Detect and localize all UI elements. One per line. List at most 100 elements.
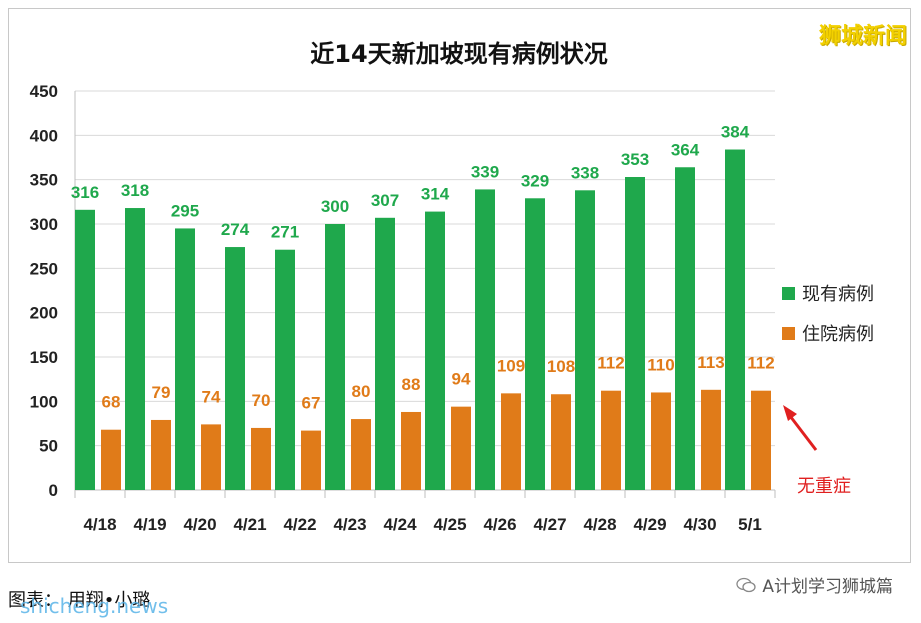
bar-hospital [151,419,171,490]
bar-current [275,249,295,490]
y-tick-label: 0 [49,481,58,500]
y-tick-label: 300 [30,215,58,234]
x-tick-label: 4/24 [383,515,417,534]
bar-current [475,189,495,491]
x-tick-label: 4/22 [283,515,316,534]
bar-current [725,149,745,490]
x-tick-label: 5/1 [738,515,762,534]
data-label-hospital: 80 [352,382,371,401]
bar-hospital [101,429,121,490]
x-tick-label: 4/18 [83,515,116,534]
y-tick-label: 200 [30,304,58,323]
data-label-current: 364 [671,140,700,159]
chart-title: 近14天新加坡现有病例状况 [310,40,607,68]
data-label-hospital: 112 [747,354,774,373]
x-tick-label: 4/23 [333,515,366,534]
bar-current [625,177,645,491]
bar-hospital [451,406,471,490]
bar-hospital [551,394,571,490]
data-label-current: 295 [171,201,199,220]
legend-swatch [782,327,795,340]
data-label-current: 274 [221,220,250,239]
y-tick-label: 50 [39,437,58,456]
data-label-current: 314 [421,185,450,204]
data-label-hospital: 68 [102,393,121,412]
data-label-current: 271 [271,223,299,242]
annotation-arrow-head [783,405,797,421]
data-label-hospital: 79 [152,383,171,402]
y-tick-label: 250 [30,259,58,278]
y-axis: 0 50 100 150 200 250 300 350 400 450 [30,82,58,500]
bar-current [125,208,145,491]
annotation-text: 无重症 [797,476,851,497]
watermark-logo: 狮城新闻 [818,24,907,49]
bar-hospital [301,430,321,490]
y-tick-label: 100 [30,392,58,411]
bar-current [425,211,445,490]
bar-hospital [201,424,221,490]
data-label-hospital: 88 [402,375,421,394]
data-label-current: 338 [571,163,599,182]
data-label-hospital: 112 [597,354,624,373]
y-tick-label: 150 [30,348,58,367]
y-tick-label: 450 [30,82,58,101]
x-tick-label: 4/21 [233,515,266,534]
bars [75,149,771,491]
x-tick-label: 4/27 [533,515,566,534]
bar-hospital [501,393,521,490]
data-label-current: 318 [121,181,149,200]
bar-current [225,247,245,490]
x-axis: 4/18 4/19 4/20 4/21 4/22 4/23 4/24 4/25 4/26 4/27… [74,490,776,534]
x-tick-label: 4/28 [583,515,616,534]
data-label-hospital: 70 [252,391,271,410]
data-label-current: 307 [371,191,399,210]
data-label-hospital: 67 [302,394,321,413]
bar-hospital [601,390,621,490]
caption-watermark: shicheng.news [20,594,169,618]
y-tick-label: 400 [30,126,58,145]
wechat-icon [736,577,757,592]
bar-current [325,224,345,490]
legend-label: 现有病例 [802,284,874,305]
bar-hospital [701,389,721,490]
data-label-hospital: 108 [547,357,575,376]
brand-label: A计划学习狮城篇 [736,572,893,597]
x-tick-label: 4/20 [183,515,216,534]
data-label-current: 300 [321,197,349,216]
bar-hospital [651,392,671,490]
bar-hospital [351,419,371,490]
data-label-current: 339 [471,162,499,181]
legend-swatch [782,287,795,300]
x-tick-label: 4/19 [133,515,166,534]
data-label-hospital: 74 [202,387,221,406]
x-tick-label: 4/29 [633,515,666,534]
y-tick-label: 350 [30,171,58,190]
bar-hospital [251,427,271,490]
annotation-arrow-line [785,411,818,451]
data-label-hospital: 113 [697,353,724,372]
data-label-hospital: 94 [452,370,471,389]
bar-current [375,217,395,490]
data-label-current: 316 [71,183,99,202]
x-tick-label: 4/26 [483,515,516,534]
bar-current [575,190,595,490]
data-label-current: 329 [521,171,549,190]
legend-label: 住院病例 [802,324,874,345]
annotation: 无重症 [783,405,851,497]
bar-current [525,198,545,490]
data-labels: 316 318 295 274 271 300 307 314 339 329 338 353 364 3… [71,123,775,413]
bar-current [675,167,695,490]
bar-current [75,209,95,490]
x-tick-label: 4/30 [683,515,716,534]
data-label-current: 353 [621,150,649,169]
caption: 图表： 用翔•小璐 [8,590,151,611]
data-label-current: 384 [721,123,750,142]
bar-hospital [401,411,421,490]
bar-current [175,228,195,490]
data-label-hospital: 110 [647,355,674,374]
bar-hospital [751,390,771,490]
x-tick-label: 4/25 [433,515,466,534]
brand-text: A计划学习狮城篇 [762,577,893,597]
